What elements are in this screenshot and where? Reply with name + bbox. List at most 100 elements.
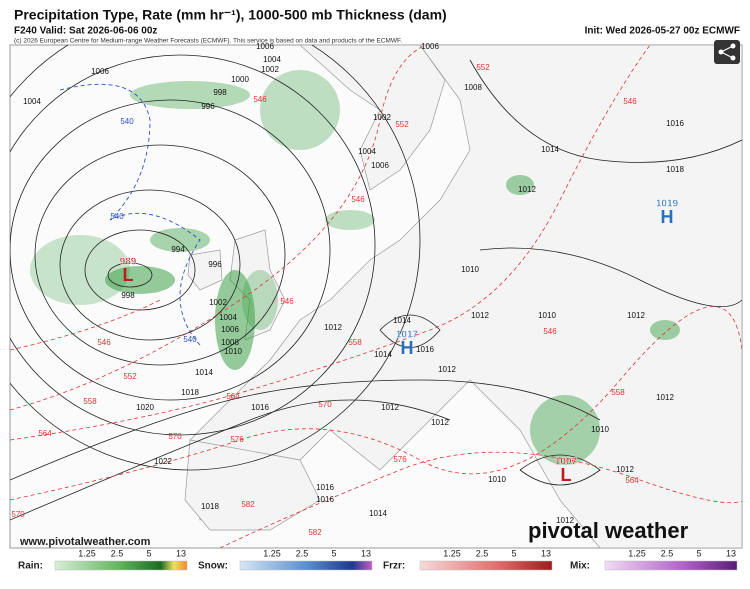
watermark-url: www.pivotalweather.com: [19, 536, 151, 548]
isobar-label: 1016: [316, 483, 334, 492]
thickness-label: 546: [351, 195, 365, 204]
legend-colorbar: [239, 560, 373, 571]
isobar-label: 1016: [251, 403, 269, 412]
isobar-label: 1012: [656, 393, 674, 402]
legend-tick-label: 13: [541, 548, 551, 558]
map-labels: 1006 100610061004100210009989961004100810…: [11, 42, 684, 537]
legend-label: Frzr:: [383, 561, 405, 572]
legend-tick-label: 2.5: [476, 548, 489, 558]
isobar-label: 1010: [488, 475, 506, 484]
thickness-label: 582: [308, 528, 322, 537]
thickness-label: 552: [395, 120, 409, 129]
isobar-label: 1012: [438, 365, 456, 374]
legend-tick-label: 2.5: [111, 548, 124, 558]
isobar-label: 1012: [471, 311, 489, 320]
legend-tick-label: 5: [511, 548, 516, 558]
isobar-label: 1022: [154, 457, 172, 466]
share-icon-lines: [720, 45, 734, 59]
legend-label: Snow:: [198, 561, 228, 572]
legend-tick-label: 5: [696, 548, 701, 558]
init-time: Init: Wed 2026-05-27 00z ECMWF: [585, 26, 740, 37]
legend-tick-label: 1.25: [263, 548, 281, 558]
legend: Rain: 1.25 2.5 5 13 Snow: 1.25 2.5 5 13 Frzr: 1.25 2…: [18, 548, 738, 572]
center-pressure: 1017: [396, 330, 419, 341]
thickness-label: 552: [476, 63, 490, 72]
isobar-label: 1012: [381, 403, 399, 412]
thickness-lines: [10, 45, 742, 548]
isobar-label: 1014: [393, 316, 411, 325]
center-letter: H: [401, 338, 414, 358]
center-letter: L: [561, 465, 572, 485]
legend-tick-label: 1.25: [443, 548, 461, 558]
credit: (c) 2026 European Centre for Medium-rang…: [14, 38, 402, 45]
isobar-label: 1006: [421, 42, 439, 51]
watermark-brand: pivotal weather: [528, 518, 689, 543]
center-pressure: 1019: [656, 199, 679, 210]
legend-label: Mix:: [570, 561, 590, 572]
isobar-label: 1002: [261, 65, 279, 74]
center-pressure: 1007: [555, 457, 578, 468]
thickness-540-label: 540: [183, 335, 197, 344]
isobar-label: 1014: [374, 350, 392, 359]
isobar-label: 1006: [221, 325, 239, 334]
thickness-label: 564: [38, 429, 52, 438]
thickness-label: 546: [623, 97, 637, 106]
isobar-label: 1004: [263, 55, 281, 64]
isobar-label: 1002: [373, 113, 391, 122]
isobar-label: 1018: [666, 165, 684, 174]
thickness-540: [59, 83, 201, 346]
thickness-label: 546: [543, 327, 557, 336]
isobar-label: 996: [208, 260, 222, 269]
valid-time: F240 Valid: Sat 2026-06-06 00z: [14, 26, 157, 37]
thickness-label: 558: [83, 397, 97, 406]
legend-tick-label: 13: [176, 548, 186, 558]
legend-tick-label: 1.25: [628, 548, 646, 558]
legend-colorbar: [604, 560, 738, 571]
legend-tick-label: 5: [331, 548, 336, 558]
center-letter: H: [661, 207, 674, 227]
isobar-label: 1020: [136, 403, 154, 412]
isobar-label: 1014: [369, 509, 387, 518]
isobar-label: 1012: [431, 418, 449, 427]
title: Precipitation Type, Rate (mm hr⁻¹), 1000…: [14, 7, 447, 23]
isobar-label: 1012: [556, 516, 574, 525]
legend-tick-label: 13: [361, 548, 371, 558]
isobar-label: 998: [121, 291, 135, 300]
isobar-label: 996: [201, 102, 215, 111]
isobar-label: 1016: [666, 119, 684, 128]
isobar-label: 1018: [201, 502, 219, 511]
isobar-label: 1016: [316, 495, 334, 504]
thickness-540-label: 540: [110, 212, 124, 221]
isobar-label: 1016: [416, 345, 434, 354]
map-layers: [10, 45, 742, 548]
isobar-label: 1008: [464, 83, 482, 92]
isobar-label: 1004: [358, 147, 376, 156]
isobar-label: 1006: [256, 42, 274, 51]
isobar-label: 998: [213, 88, 227, 97]
isobar-label: 1012: [518, 185, 536, 194]
share-button[interactable]: [714, 40, 740, 64]
thickness-label: 582: [241, 500, 255, 509]
thickness-label: 576: [393, 455, 407, 464]
thickness-label: 576: [230, 435, 244, 444]
center-letter: L: [123, 265, 134, 285]
isobar-label: 1012: [627, 311, 645, 320]
isobar-label: 1010: [461, 265, 479, 274]
thickness-label: 564: [226, 392, 240, 401]
isobar-label: 1010: [591, 425, 609, 434]
legend-tick-label: 2.5: [296, 548, 309, 558]
isobar-label: 1002: [209, 298, 227, 307]
isobar-label: 1014: [541, 145, 559, 154]
thickness-label: 552: [123, 372, 137, 381]
thickness-label: 570: [168, 432, 182, 441]
legend-colorbar: [54, 560, 188, 571]
thickness-label: 546: [280, 297, 294, 306]
isobar-label: 1014: [195, 368, 213, 377]
legend-tick-label: 2.5: [661, 548, 674, 558]
thickness-label: 546: [253, 95, 267, 104]
legend-tick-label: 13: [726, 548, 736, 558]
isobar-label: 1006: [91, 67, 109, 76]
legend-colorbar: [419, 560, 553, 571]
isobar-label: 1006: [371, 161, 389, 170]
